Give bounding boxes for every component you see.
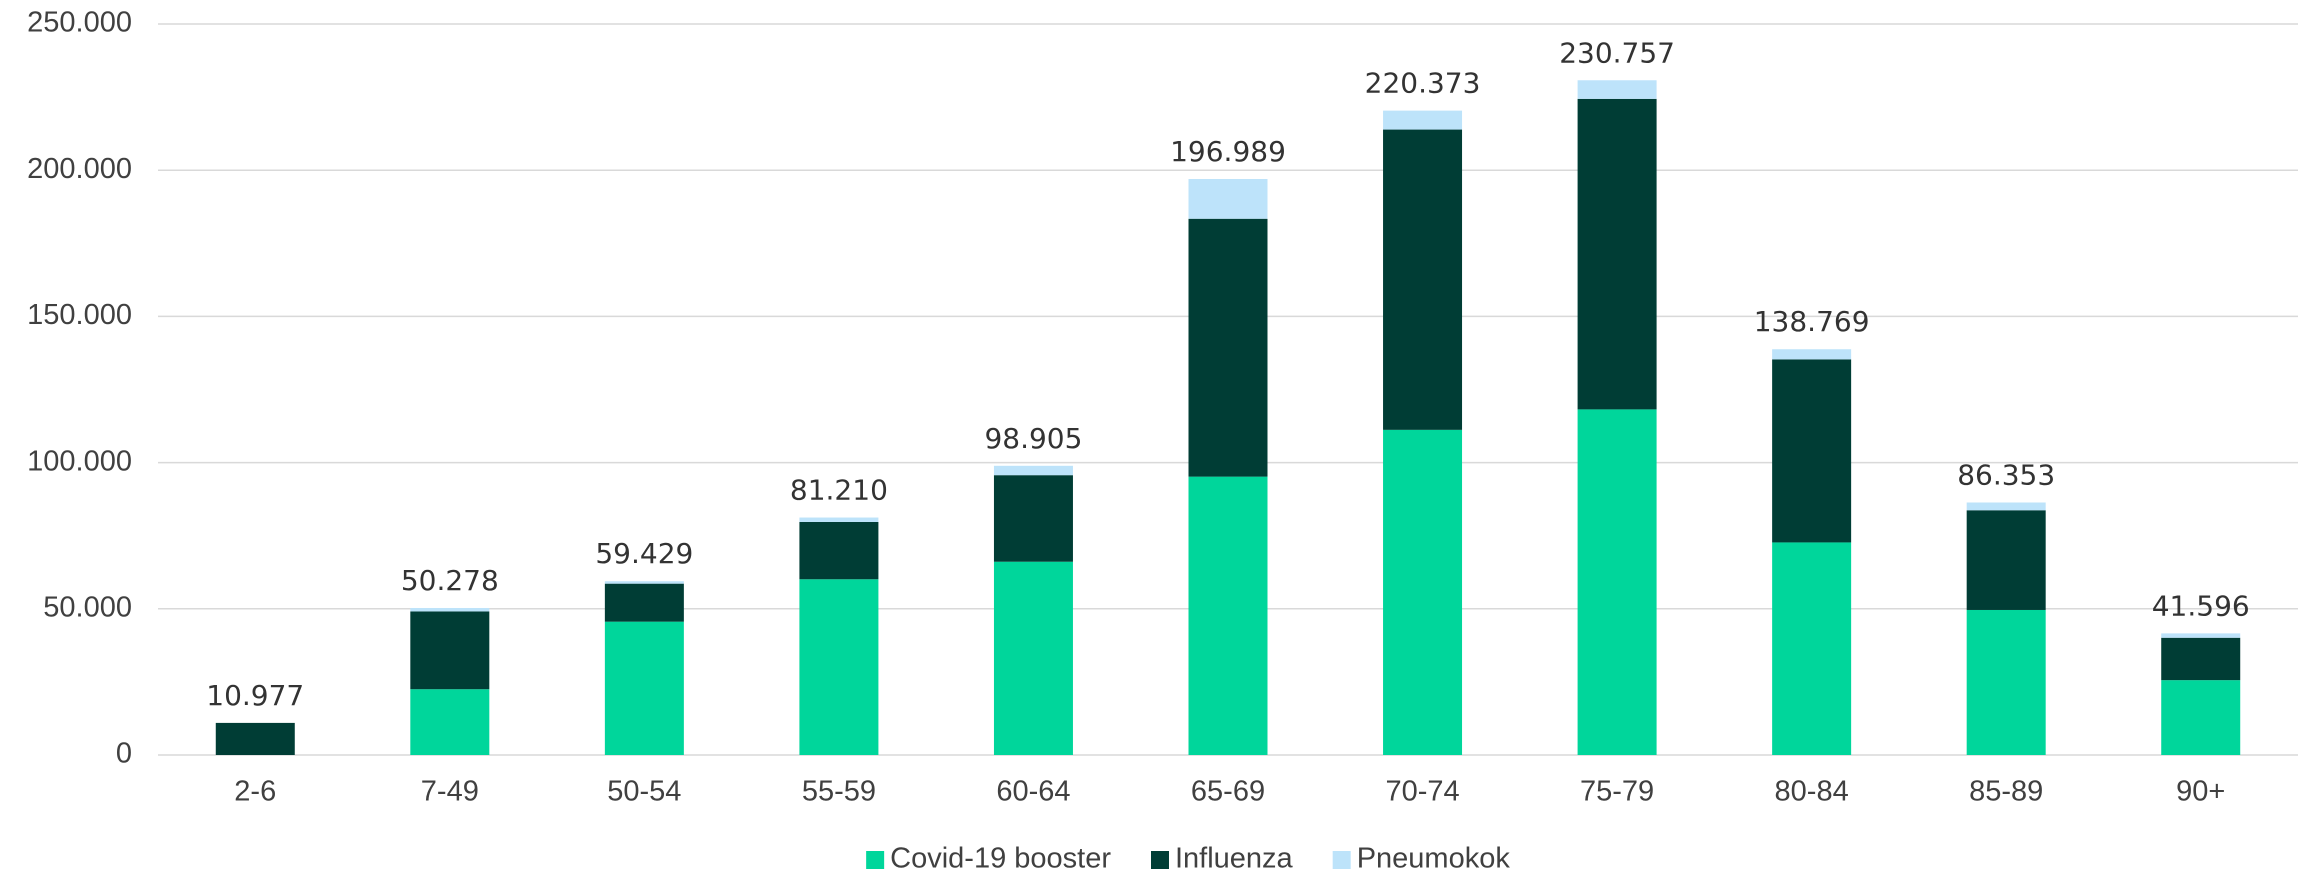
legend-swatch [1150, 851, 1169, 869]
total-label: 59.429 [595, 537, 693, 570]
bar-segment [1577, 80, 1657, 99]
bar-segment [1188, 218, 1268, 477]
bar-segment [2161, 633, 2241, 638]
bar-segment [604, 581, 684, 584]
total-label: 230.757 [1559, 36, 1675, 69]
x-tick-label: 55-59 [802, 776, 876, 808]
legend-label: Covid-19 booster [890, 843, 1111, 874]
bar-segment [1188, 476, 1268, 755]
bar-segment [1966, 609, 2046, 755]
bar-segment [1772, 359, 1852, 543]
x-tick-label: 90+ [2176, 776, 2225, 808]
bar-segment [993, 561, 1073, 755]
bar-segment [604, 621, 684, 755]
bar-segment [1577, 409, 1657, 755]
legend-label: Pneumokok [1357, 843, 1511, 874]
bar-segment [1966, 502, 2046, 511]
total-label: 220.373 [1365, 67, 1481, 100]
x-tick-label: 70-74 [1385, 776, 1459, 808]
legend-label: Influenza [1175, 843, 1294, 874]
bar-segment [799, 517, 879, 522]
total-label: 196.989 [1170, 135, 1286, 168]
y-tick-label: 0 [116, 738, 132, 770]
y-tick-label: 250.000 [27, 7, 132, 39]
total-label: 138.769 [1754, 305, 1870, 338]
x-tick-label: 85-89 [1969, 776, 2043, 808]
total-label: 41.596 [2152, 589, 2250, 622]
bar-segment [1772, 542, 1852, 755]
bar-segment [1577, 98, 1657, 410]
total-label: 86.353 [1957, 459, 2055, 492]
bar-segment [1966, 510, 2046, 610]
legend-swatch [866, 851, 885, 869]
bar-segment [410, 689, 490, 755]
bar-segment [1383, 429, 1463, 755]
x-tick-label: 2-6 [234, 776, 276, 808]
bar-segment [2161, 637, 2241, 681]
x-tick-label: 60-64 [996, 776, 1070, 808]
bar-segment [410, 611, 490, 690]
bar-segment [1383, 110, 1463, 130]
x-tick-label: 65-69 [1191, 776, 1265, 808]
y-tick-label: 200.000 [27, 153, 132, 185]
total-label: 10.977 [206, 679, 304, 712]
x-tick-label: 75-79 [1580, 776, 1654, 808]
bar-segment [799, 579, 879, 755]
y-tick-label: 100.000 [27, 445, 132, 477]
total-label: 81.210 [790, 474, 888, 507]
legend-swatch [1332, 851, 1351, 869]
y-tick-label: 150.000 [27, 299, 132, 331]
bar-segment [993, 465, 1073, 476]
total-label: 98.905 [984, 422, 1082, 455]
x-tick-label: 7-49 [421, 776, 479, 808]
bar-segment [1383, 129, 1463, 430]
bar-segment [2161, 680, 2241, 755]
x-tick-label: 80-84 [1775, 776, 1849, 808]
bar-segment [1772, 349, 1852, 360]
x-tick-label: 50-54 [607, 776, 681, 808]
bar-segment [604, 583, 684, 622]
y-tick-label: 50.000 [43, 591, 132, 623]
bar-segment [410, 607, 490, 612]
bar-segment [215, 722, 295, 755]
bar-segment [993, 475, 1073, 562]
total-label: 50.278 [401, 564, 499, 597]
bar-segment [1188, 179, 1268, 219]
bar-segment [799, 521, 879, 580]
